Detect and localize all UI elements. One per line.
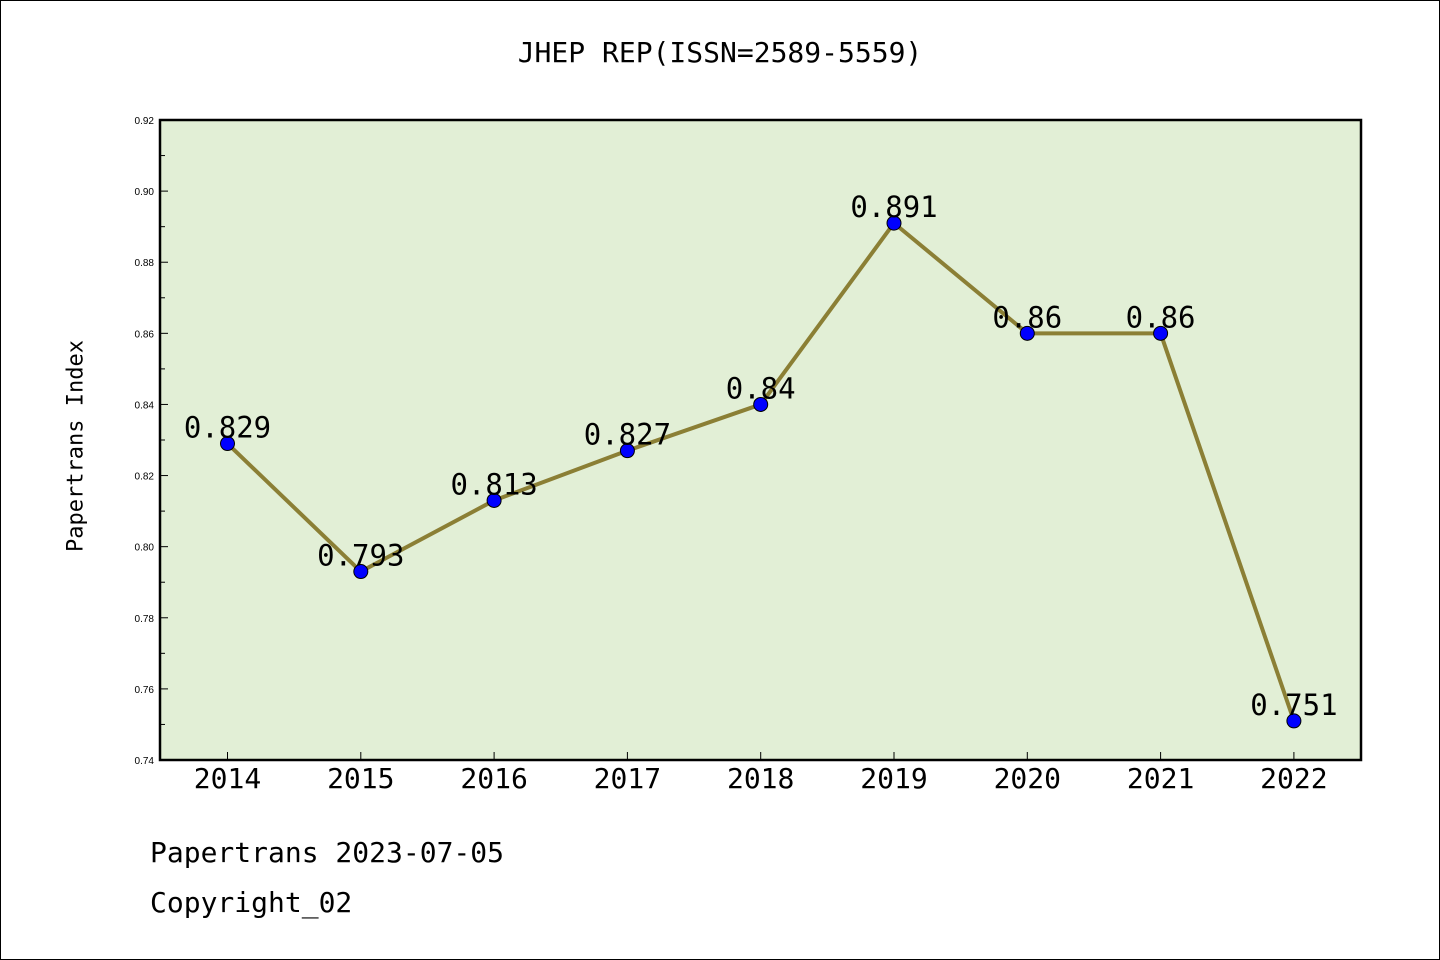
x-tick-label: 2014 (194, 762, 261, 795)
data-point (753, 396, 769, 412)
footer-copyright: Copyright_02 (150, 886, 353, 919)
data-point (1286, 713, 1302, 729)
x-tick-label: 2021 (1127, 762, 1194, 795)
data-label: 0.86 (992, 300, 1062, 334)
y-tick-label: 0.74 (135, 756, 155, 767)
data-label: 0.813 (450, 467, 537, 501)
plot-border (158, 118, 1363, 762)
y-tick-label: 0.88 (135, 258, 155, 269)
data-point (886, 215, 902, 231)
y-tick-label: 0.86 (135, 329, 155, 340)
y-tick-label: 0.92 (135, 116, 155, 127)
data-point (220, 436, 235, 452)
x-tick-label: 2016 (460, 762, 527, 795)
y-tick-label: 0.82 (135, 472, 155, 483)
data-label: 0.86 (1126, 300, 1196, 334)
x-tick-label: 2019 (860, 762, 927, 795)
data-point (619, 443, 635, 459)
x-tick-label: 2017 (594, 762, 661, 795)
data-label: 0.827 (584, 418, 671, 452)
y-tick-label: 0.80 (135, 543, 155, 554)
data-point (353, 564, 369, 580)
x-tick-label: 2022 (1260, 762, 1327, 795)
footer-date: Papertrans 2023-07-05 (150, 836, 505, 869)
x-tick-label: 2020 (994, 762, 1061, 795)
data-point (1153, 325, 1169, 341)
chart-title: JHEP REP(ISSN=2589-5559) (517, 36, 923, 69)
x-tick-label: 2015 (327, 762, 394, 795)
plot-area (160, 120, 1361, 760)
y-tick-label: 0.84 (135, 400, 155, 411)
y-tick-label: 0.76 (135, 685, 155, 696)
data-label: 0.751 (1250, 688, 1337, 722)
data-point (1019, 325, 1035, 341)
y-tick-label: 0.90 (135, 187, 155, 198)
y-tick-label: 0.78 (135, 614, 155, 625)
data-label: 0.829 (184, 411, 271, 445)
data-point (486, 492, 502, 508)
data-label: 0.793 (317, 539, 404, 573)
x-tick-label: 2018 (727, 762, 794, 795)
data-label: 0.891 (850, 190, 937, 224)
data-label: 0.84 (726, 371, 796, 405)
